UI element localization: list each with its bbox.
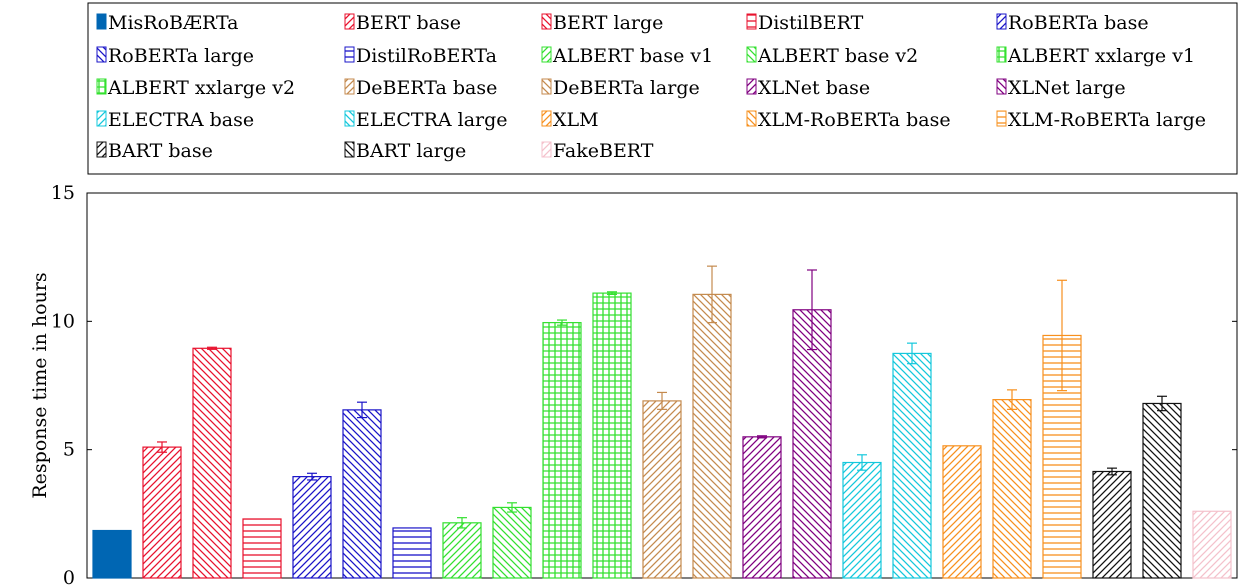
legend-label-xlnet-large: XLNet large <box>1008 77 1126 99</box>
legend-swatch-xlnet-base <box>746 78 757 95</box>
error-bar-roberta-base <box>307 472 317 481</box>
legend-swatch-misrobaerta <box>96 13 107 30</box>
y-tick-label: 15 <box>51 182 75 204</box>
bar-albert-base-v2 <box>492 506 532 579</box>
error-bar-roberta-large <box>357 401 367 419</box>
error-bar-albert-xxlarge-v1 <box>557 319 567 326</box>
bar-albert-xxlarge-v2 <box>592 292 632 579</box>
plot-area: 0 5 10 15 Response time in hours <box>29 182 1238 585</box>
legend-swatch-roberta-large <box>96 46 107 63</box>
legend-label-albert-xxlarge-v2: ALBERT xxlarge v2 <box>107 77 295 99</box>
bar-albert-xxlarge-v1 <box>542 322 582 579</box>
legend-swatch-deberta-large <box>541 78 552 95</box>
legend-label-distilbert: DistilBERT <box>758 12 864 34</box>
legend-label-deberta-large: DeBERTa large <box>553 77 700 99</box>
legend-swatch-xlnet-large <box>996 78 1007 95</box>
legend-swatch-albert-base-v2 <box>746 46 757 63</box>
y-tick-label: 5 <box>63 439 75 461</box>
error-bar-xlm-roberta-large <box>1057 279 1067 392</box>
bar-electra-base <box>842 461 882 579</box>
legend-label-roberta-base: RoBERTa base <box>1008 12 1149 34</box>
legend-swatch-albert-base-v1 <box>541 46 552 63</box>
legend-label-xlm-roberta-base: XLM-RoBERTa base <box>758 109 951 131</box>
bar-roberta-base <box>292 476 332 579</box>
bar-bert-large <box>192 347 232 579</box>
legend-swatch-xlm-roberta-base <box>746 110 757 127</box>
legend-label-electra-large: ELECTRA large <box>356 109 508 131</box>
legend-label-bart-base: BART base <box>108 140 213 162</box>
error-bar-bart-base <box>1107 467 1117 476</box>
legend-label-bert-base: BERT base <box>356 12 461 34</box>
error-bar-bert-base <box>157 441 167 453</box>
error-bar-albert-base-v1 <box>457 517 467 529</box>
bar-roberta-large <box>342 409 382 579</box>
y-tick-label: 0 <box>63 567 75 585</box>
legend-swatch-electra-large <box>344 110 355 127</box>
error-bar-albert-xxlarge-v2 <box>607 291 617 295</box>
legend-swatch-bart-large <box>344 141 355 158</box>
bar-xlnet-base <box>742 436 782 579</box>
legend-label-xlm: XLM <box>553 109 599 131</box>
bar-bart-base <box>1092 470 1132 579</box>
legend-label-albert-base-v1: ALBERT base v1 <box>552 45 713 67</box>
bar-electra-large <box>892 352 932 579</box>
y-tick-label: 10 <box>51 310 75 332</box>
legend-swatch-bert-large <box>541 13 552 30</box>
error-bar-albert-base-v2 <box>507 502 517 513</box>
error-bar-bart-large <box>1157 395 1167 412</box>
bar-fakebert <box>1192 510 1232 579</box>
legend-label-albert-base-v2: ALBERT base v2 <box>757 45 918 67</box>
legend-label-deberta-base: DeBERTa base <box>356 77 497 99</box>
error-bar-electra-base <box>857 454 867 471</box>
error-bar-xlnet-base <box>757 435 767 439</box>
bar-bart-large <box>1142 402 1182 579</box>
legend-swatch-bert-base <box>344 13 355 30</box>
error-bar-deberta-base <box>657 391 667 410</box>
bar-deberta-large <box>692 293 732 579</box>
legend-label-xlnet-base: XLNet base <box>758 77 870 99</box>
error-bar-bert-large <box>207 346 217 350</box>
legend: MisRoBÆRTa BERT base BERT large DistilBERT R… <box>87 2 1238 175</box>
legend-label-bart-large: BART large <box>356 140 466 162</box>
legend-label-bert-large: BERT large <box>553 12 663 34</box>
legend-swatch-albert-xxlarge-v1 <box>996 46 1007 63</box>
legend-swatch-fakebert <box>541 141 552 158</box>
error-bar-xlm-roberta-base <box>1007 389 1017 410</box>
bar-xlm-roberta-base <box>992 399 1032 579</box>
legend-swatch-albert-xxlarge-v2 <box>96 78 107 95</box>
legend-label-fakebert: FakeBERT <box>553 140 654 162</box>
legend-label-albert-xxlarge-v1: ALBERT xxlarge v1 <box>1007 45 1195 67</box>
error-bar-deberta-large <box>707 265 717 324</box>
legend-label-distilroberta: DistilRoBERTa <box>356 45 497 67</box>
error-bar-xlnet-large <box>807 269 817 351</box>
legend-label-xlm-roberta-large: XLM-RoBERTa large <box>1008 109 1206 131</box>
y-axis-label: Response time in hours <box>29 272 51 498</box>
bar-albert-base-v1 <box>442 522 482 579</box>
legend-swatch-xlm-roberta-large <box>996 110 1007 127</box>
bar-deberta-base <box>642 400 682 579</box>
bar-distilbert <box>242 518 282 579</box>
error-bar-electra-large <box>907 342 917 365</box>
bar-xlm <box>942 445 982 579</box>
legend-label-roberta-large: RoBERTa large <box>108 45 254 67</box>
bar-bert-base <box>142 446 182 579</box>
bar-distilroberta <box>392 527 432 579</box>
legend-label-misrobaerta: MisRoBÆRTa <box>108 12 239 34</box>
legend-swatch-xlm <box>541 110 552 127</box>
legend-label-electra-base: ELECTRA base <box>108 109 254 131</box>
legend-swatch-deberta-base <box>344 78 355 95</box>
legend-frame <box>87 2 1238 175</box>
bar-misrobaerta <box>92 529 132 579</box>
legend-swatch-distilroberta <box>344 46 355 63</box>
legend-swatch-electra-base <box>96 110 107 127</box>
legend-swatch-bart-base <box>96 141 107 158</box>
legend-swatch-distilbert <box>746 13 757 30</box>
legend-swatch-roberta-base <box>996 13 1007 30</box>
